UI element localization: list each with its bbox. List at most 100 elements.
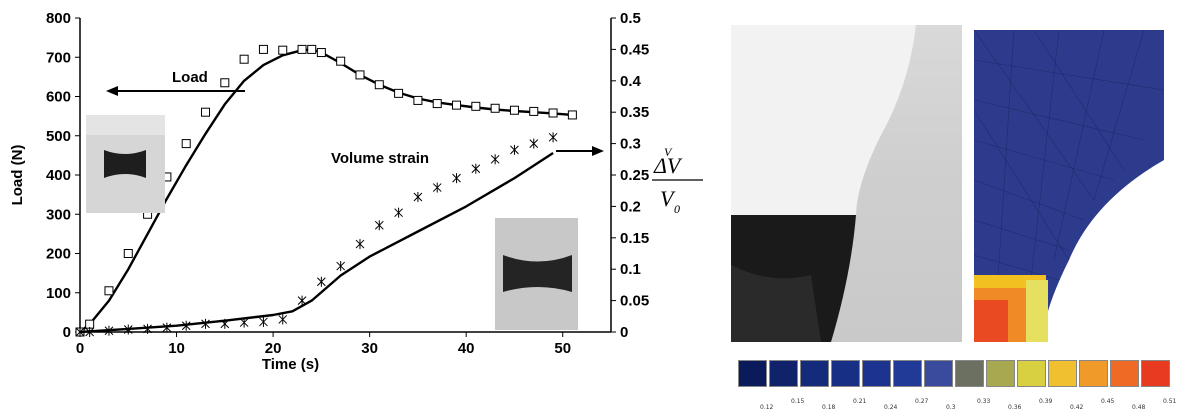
- formula-denominator: V: [660, 186, 676, 211]
- load-experimental-point: [548, 108, 558, 118]
- volume-strain-experimental-point: [413, 191, 423, 202]
- load-experimental-point: [220, 78, 230, 88]
- volume-strain-experimental-point: [548, 132, 558, 143]
- y-tick-label: 100: [46, 285, 71, 302]
- load-experimental-point: [490, 103, 500, 113]
- load-experimental-point: [355, 70, 365, 80]
- formula-numerator-small: V: [664, 145, 673, 159]
- x-tick-label: 40: [458, 340, 475, 357]
- specimen-bright-region: [731, 25, 916, 217]
- y-tick-label: 500: [46, 128, 71, 145]
- load-experimental-point: [509, 105, 519, 115]
- colorbar-swatch: [862, 360, 891, 387]
- colorbar-label: 0.3: [946, 404, 956, 411]
- colorbar-label: 0.39: [1039, 398, 1053, 405]
- volume-strain-line: [79, 151, 554, 334]
- colorbar-swatch: [1048, 360, 1077, 387]
- colorbar-label: 0.45: [1101, 398, 1115, 405]
- volume-strain-experimental-point: [529, 138, 539, 149]
- colorbar-swatch: [1141, 360, 1170, 387]
- y2-tick-label: 0.15: [620, 230, 649, 247]
- volume-strain-experimental-point: [201, 318, 210, 329]
- load-experimental-point: [258, 44, 268, 54]
- volume-strain-experimental-point: [278, 314, 288, 325]
- colorbar-swatch: [1017, 360, 1046, 387]
- y2-tick-label: 0.2: [620, 198, 641, 215]
- load-experimental-point: [104, 286, 114, 296]
- x-axis-title: Time (s): [262, 356, 319, 373]
- colorbar-swatch: [800, 360, 829, 387]
- colorbar-swatch: [738, 360, 767, 387]
- colorbar-label: 0.18: [822, 404, 836, 411]
- volume-strain-experimental-point: [336, 261, 346, 272]
- y2-tick-label: 0.35: [620, 104, 649, 121]
- volume-strain-experimental-point: [259, 316, 268, 327]
- y2-tick-label: 0.1: [620, 261, 641, 278]
- load-experimental-point: [307, 44, 317, 54]
- formula-numerator: ΔV: [653, 153, 683, 178]
- y-tick-label: 600: [46, 89, 71, 106]
- annotation-volume-arrowhead: [592, 146, 604, 156]
- volume-strain-experimental-point: [317, 276, 326, 287]
- load-experimental-point: [336, 56, 346, 66]
- volume-strain-experimental-point: [471, 163, 481, 174]
- load-experimental-point: [181, 139, 191, 149]
- x-tick-label: 10: [168, 340, 185, 357]
- volume-strain-experimental-point: [162, 322, 172, 333]
- x-tick-label: 0: [76, 340, 84, 357]
- colorbar-label: 0.27: [915, 398, 929, 405]
- y2-tick-label: 0.3: [620, 136, 641, 153]
- colorbar-swatch: [1110, 360, 1139, 387]
- load-experimental-point: [471, 101, 481, 111]
- y-tick-label: 200: [46, 246, 71, 263]
- colorbar-label: 0.33: [977, 398, 991, 405]
- volume-strain-experimental-point: [181, 320, 191, 331]
- colorbar-label: 0.21: [853, 398, 867, 405]
- y2-tick-label: 0.45: [620, 41, 649, 58]
- y-tick-label: 0: [63, 324, 71, 341]
- volume-strain-experimental-point: [452, 173, 461, 184]
- volume-strain-experimental-point: [490, 154, 500, 165]
- load-experimental-point: [316, 48, 326, 58]
- y2-tick-label: 0: [620, 324, 628, 341]
- delta-v-formula: V ΔV V 0: [652, 145, 703, 216]
- colorbar-swatch: [769, 360, 798, 387]
- formula-denominator-sub: 0: [674, 202, 680, 216]
- y-tick-label: 400: [46, 167, 71, 184]
- chart-annotations: Load Volume strain: [106, 69, 604, 167]
- chart-axes: 0 10 20 30 40 50010020030040050060070080000.0…: [9, 10, 649, 373]
- load-experimental-point: [201, 107, 211, 117]
- load-experimental-point: [297, 44, 307, 54]
- colorbar-swatch: [1079, 360, 1108, 387]
- colorbar-swatch: [955, 360, 984, 387]
- load-experimental-point: [567, 110, 577, 120]
- load-line: [79, 48, 573, 333]
- colorbar-swatch: [924, 360, 953, 387]
- colorbar-label: 0.12: [760, 404, 774, 411]
- x-tick-label: 20: [265, 340, 282, 357]
- y-axis-title: Load (N): [9, 145, 26, 206]
- load-experimental-point: [452, 100, 462, 110]
- annotation-load-label: Load: [172, 69, 208, 86]
- volume-strain-experimental-point: [85, 327, 95, 337]
- colorbar-label: 0.51: [1163, 398, 1177, 405]
- volume-strain-experimental-point: [510, 144, 519, 155]
- y2-tick-label: 0.5: [620, 10, 641, 27]
- volume-strain-experimental-point: [239, 317, 249, 328]
- colorbar-swatch: [986, 360, 1015, 387]
- load-experimental-point: [432, 99, 442, 109]
- fem-mesh-body: [974, 30, 1164, 342]
- y-tick-label: 700: [46, 49, 71, 66]
- volume-strain-experimental-point: [123, 324, 133, 335]
- y-tick-label: 800: [46, 10, 71, 27]
- load-experimental-point: [413, 95, 423, 105]
- annotation-volume-label: Volume strain: [331, 150, 429, 167]
- x-tick-label: 50: [554, 340, 571, 357]
- load-experimental-point: [278, 45, 288, 55]
- colorbar-label: 0.36: [1008, 404, 1022, 411]
- specimen-photo-small-1: [86, 115, 165, 213]
- volume-strain-experimental-point: [220, 318, 230, 329]
- annotation-load-arrowhead: [106, 86, 118, 96]
- load-experimental-point: [85, 319, 95, 329]
- y2-tick-label: 0.05: [620, 293, 649, 310]
